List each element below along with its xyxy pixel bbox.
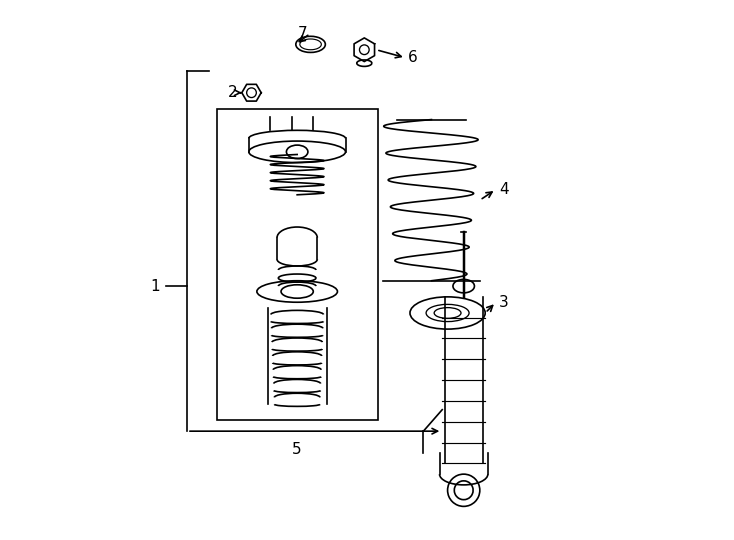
Text: 2: 2 (228, 85, 238, 100)
Text: 6: 6 (408, 50, 418, 65)
Text: 7: 7 (298, 26, 308, 41)
Text: 4: 4 (499, 182, 509, 197)
Text: 1: 1 (150, 279, 159, 294)
Text: 5: 5 (292, 442, 302, 457)
Text: 3: 3 (499, 295, 509, 310)
